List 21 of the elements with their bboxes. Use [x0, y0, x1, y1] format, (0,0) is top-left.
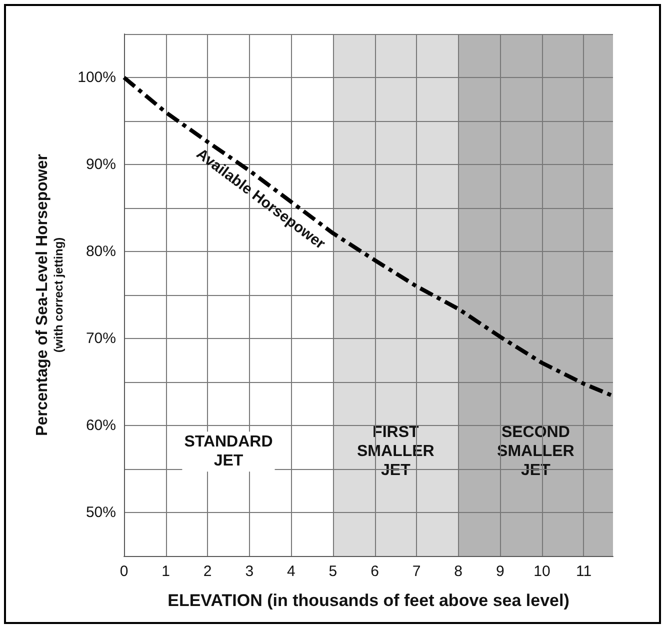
x-tick-label: 6 [370, 563, 379, 580]
x-tick-label: 4 [287, 563, 296, 580]
annotation: STANDARD JET [184, 434, 273, 470]
x-tick-label: 1 [162, 563, 170, 580]
y-tick-label: 70% [86, 330, 116, 347]
x-tick-label: 3 [245, 563, 254, 580]
y-tick-label: 50% [86, 504, 116, 521]
x-tick-label: 5 [328, 563, 338, 580]
x-tick-label: 10 [534, 563, 550, 580]
x-tick-label: 7 [412, 563, 421, 580]
x-tick-label: 11 [576, 563, 592, 580]
x-axis-title: ELEVATION (in thousands of feet above sea level) [168, 591, 570, 610]
y-tick-label: 80% [86, 243, 116, 260]
y-tick-label: 90% [86, 156, 116, 173]
x-tick-label: 2 [203, 563, 212, 580]
x-tick-label: 8 [454, 563, 463, 580]
y-tick-label: 100% [78, 69, 116, 86]
y-axis-title: Percentage of Sea-Level Horsepower (with correct jetting) [34, 154, 66, 436]
y-tick-label: 60% [86, 417, 116, 434]
x-tick-label: 0 [120, 563, 128, 580]
x-tick-label: 9 [496, 563, 504, 580]
